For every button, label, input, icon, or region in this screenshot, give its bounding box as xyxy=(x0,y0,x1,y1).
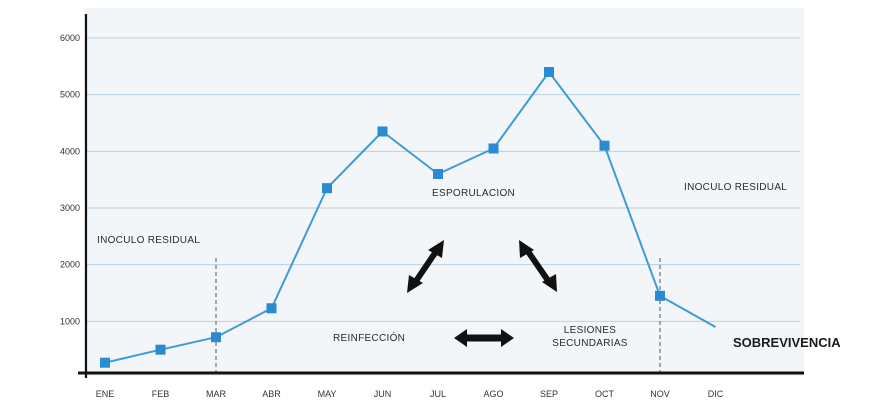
series-markers xyxy=(100,67,665,368)
x-tick-label: MAR xyxy=(206,389,227,399)
y-tick-label: 2000 xyxy=(60,260,80,270)
arrow-up-left-icon xyxy=(407,240,444,293)
plot-background xyxy=(84,8,804,376)
y-tick-label: 5000 xyxy=(60,90,80,100)
annotation-lesiones-line1: LESIONES xyxy=(564,325,616,336)
x-tick-label: MAY xyxy=(318,389,337,399)
x-tick-label: ABR xyxy=(262,389,281,399)
x-tick-label: JUN xyxy=(374,389,392,399)
annotation-esporulacion: ESPORULACION xyxy=(432,188,515,199)
arrow-horizontal-icon xyxy=(454,329,514,347)
x-tick-label: AGO xyxy=(483,389,503,399)
annotation-lesiones-line2: SECUNDARIAS xyxy=(552,338,628,349)
data-point-marker xyxy=(322,183,332,194)
y-tick-label: 6000 xyxy=(60,33,80,43)
x-tick-label: SEP xyxy=(540,389,558,399)
y-tick-label: 1000 xyxy=(60,316,80,326)
data-point-marker xyxy=(100,357,110,368)
x-tick-label: NOV xyxy=(650,389,670,399)
data-point-marker xyxy=(544,67,554,77)
grid-lines xyxy=(86,37,800,322)
series-polyline xyxy=(104,71,716,364)
annotation-inoculo-residual-right: INOCULO RESIDUAL xyxy=(684,182,787,193)
y-tick-label: 3000 xyxy=(60,203,80,213)
data-point-marker xyxy=(266,303,277,314)
data-point-marker xyxy=(433,169,443,179)
x-tick-labels: ENE FEB MAR ABR MAY JUN JUL AGO SEP OCT NOV DIC xyxy=(96,389,724,399)
arrow-down-right-icon xyxy=(519,240,557,292)
x-tick-label: FEB xyxy=(152,389,170,399)
x-tick-label: JUL xyxy=(430,389,446,399)
data-point-marker xyxy=(155,344,166,355)
y-tick-label: 4000 xyxy=(60,146,80,156)
x-tick-label: ENE xyxy=(96,389,115,399)
annotation-sobrevivencia: SOBREVIVENCIA xyxy=(733,335,841,350)
y-tick-labels: 1000 2000 3000 4000 5000 6000 xyxy=(60,33,80,326)
data-point-marker xyxy=(599,140,610,151)
x-tick-label: OCT xyxy=(595,389,615,399)
series-line xyxy=(104,71,716,364)
data-point-marker xyxy=(211,332,221,343)
annotation-reinfeccion: REINFECCIÓN xyxy=(333,331,405,344)
annotation-inoculo-residual-left: INOCULO RESIDUAL xyxy=(97,235,200,246)
data-point-marker xyxy=(377,126,388,137)
data-point-marker xyxy=(655,290,665,301)
x-tick-label: DIC xyxy=(708,389,724,399)
dashed-markers xyxy=(215,258,661,372)
data-point-marker xyxy=(488,143,499,154)
